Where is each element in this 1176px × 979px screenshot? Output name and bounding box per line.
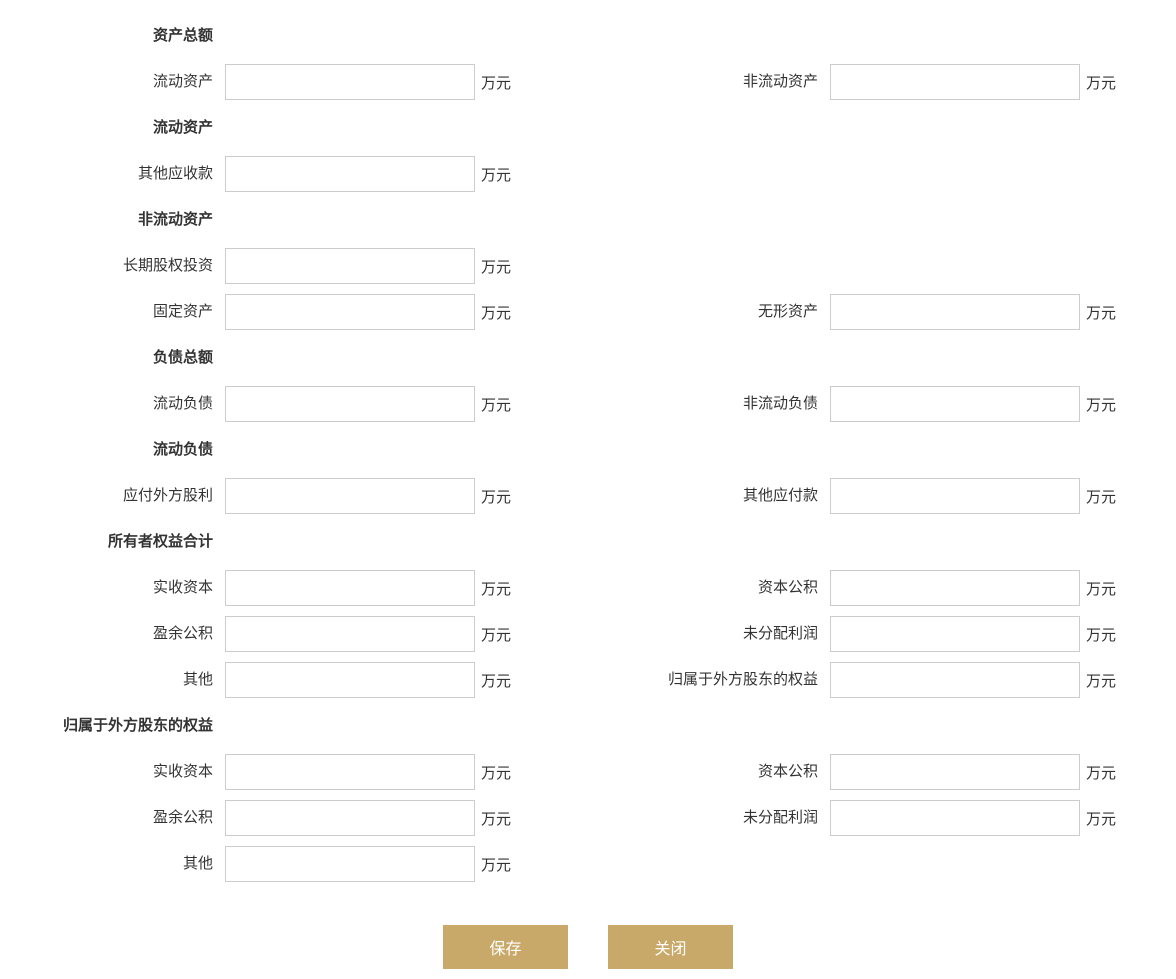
field-label: 盈余公积 xyxy=(0,624,225,644)
field-label: 实收资本 xyxy=(0,762,225,782)
field-label: 资本公积 xyxy=(605,762,830,782)
unit-label: 万元 xyxy=(1080,72,1125,93)
non-current-assets-input[interactable] xyxy=(830,64,1080,100)
header-label: 流动资产 xyxy=(0,118,225,138)
field-label: 其他应收款 xyxy=(0,164,225,184)
unit-label: 万元 xyxy=(475,578,520,599)
non-current-liabilities-input[interactable] xyxy=(830,386,1080,422)
save-button[interactable]: 保存 xyxy=(443,925,568,969)
field-label: 长期股权投资 xyxy=(0,256,225,276)
field-label: 资本公积 xyxy=(605,578,830,598)
field-label: 未分配利润 xyxy=(605,624,830,644)
header-label: 非流动资产 xyxy=(0,210,225,230)
foreign-shareholder-equity-input[interactable] xyxy=(830,662,1080,698)
intangible-assets-input[interactable] xyxy=(830,294,1080,330)
unit-label: 万元 xyxy=(475,394,520,415)
unit-label: 万元 xyxy=(475,670,520,691)
unit-label: 万元 xyxy=(475,854,520,875)
foreign-undistributed-profit-input[interactable] xyxy=(830,800,1080,836)
long-term-equity-input[interactable] xyxy=(225,248,475,284)
other-equity-input[interactable] xyxy=(225,662,475,698)
section-header-foreign-equity: 归属于外方股东的权益 xyxy=(0,705,1176,747)
unit-label: 万元 xyxy=(1080,670,1125,691)
field-label: 其他 xyxy=(0,670,225,690)
unit-label: 万元 xyxy=(475,256,520,277)
dividends-payable-input[interactable] xyxy=(225,478,475,514)
row-current-liabilities: 流动负债 万元 非流动负债 万元 xyxy=(0,383,1176,425)
unit-label: 万元 xyxy=(475,164,520,185)
row-paid-in-capital: 实收资本 万元 资本公积 万元 xyxy=(0,567,1176,609)
unit-label: 万元 xyxy=(1080,762,1125,783)
field-label: 未分配利润 xyxy=(605,808,830,828)
header-label: 流动负债 xyxy=(0,440,225,460)
header-label: 负债总额 xyxy=(0,348,225,368)
other-receivables-input[interactable] xyxy=(225,156,475,192)
row-foreign-surplus-reserve: 盈余公积 万元 未分配利润 万元 xyxy=(0,797,1176,839)
header-label: 所有者权益合计 xyxy=(0,532,225,552)
unit-label: 万元 xyxy=(1080,578,1125,599)
field-label: 流动资产 xyxy=(0,72,225,92)
row-dividends-payable: 应付外方股利 万元 其他应付款 万元 xyxy=(0,475,1176,517)
section-header-total-liabilities: 负债总额 xyxy=(0,337,1176,379)
field-label: 盈余公积 xyxy=(0,808,225,828)
field-label: 无形资产 xyxy=(605,302,830,322)
unit-label: 万元 xyxy=(475,72,520,93)
header-label: 资产总额 xyxy=(0,26,225,46)
field-label: 应付外方股利 xyxy=(0,486,225,506)
unit-label: 万元 xyxy=(475,808,520,829)
row-current-assets: 流动资产 万元 非流动资产 万元 xyxy=(0,61,1176,103)
field-label: 固定资产 xyxy=(0,302,225,322)
unit-label: 万元 xyxy=(1080,486,1125,507)
row-other-receivables: 其他应收款 万元 xyxy=(0,153,1176,195)
row-other-equity: 其他 万元 归属于外方股东的权益 万元 xyxy=(0,659,1176,701)
field-label: 流动负债 xyxy=(0,394,225,414)
paid-in-capital-input[interactable] xyxy=(225,570,475,606)
section-header-owners-equity: 所有者权益合计 xyxy=(0,521,1176,563)
unit-label: 万元 xyxy=(1080,624,1125,645)
unit-label: 万元 xyxy=(475,486,520,507)
row-fixed-assets: 固定资产 万元 无形资产 万元 xyxy=(0,291,1176,333)
surplus-reserve-input[interactable] xyxy=(225,616,475,652)
unit-label: 万元 xyxy=(1080,302,1125,323)
close-button[interactable]: 关闭 xyxy=(608,925,733,969)
unit-label: 万元 xyxy=(475,762,520,783)
foreign-paid-in-capital-input[interactable] xyxy=(225,754,475,790)
row-foreign-paid-in-capital: 实收资本 万元 资本公积 万元 xyxy=(0,751,1176,793)
section-header-current-liabilities: 流动负债 xyxy=(0,429,1176,471)
field-label: 其他应付款 xyxy=(605,486,830,506)
unit-label: 万元 xyxy=(475,624,520,645)
unit-label: 万元 xyxy=(475,302,520,323)
section-header-total-assets: 资产总额 xyxy=(0,15,1176,57)
fixed-assets-input[interactable] xyxy=(225,294,475,330)
row-foreign-other: 其他 万元 xyxy=(0,843,1176,885)
field-label: 归属于外方股东的权益 xyxy=(605,670,830,690)
other-payables-input[interactable] xyxy=(830,478,1080,514)
unit-label: 万元 xyxy=(1080,394,1125,415)
row-long-term-equity: 长期股权投资 万元 xyxy=(0,245,1176,287)
current-assets-input[interactable] xyxy=(225,64,475,100)
section-header-current-assets: 流动资产 xyxy=(0,107,1176,149)
foreign-capital-reserve-input[interactable] xyxy=(830,754,1080,790)
header-label: 归属于外方股东的权益 xyxy=(0,716,225,736)
section-header-non-current-assets: 非流动资产 xyxy=(0,199,1176,241)
undistributed-profit-input[interactable] xyxy=(830,616,1080,652)
field-label: 实收资本 xyxy=(0,578,225,598)
field-label: 非流动负债 xyxy=(605,394,830,414)
capital-reserve-input[interactable] xyxy=(830,570,1080,606)
field-label: 非流动资产 xyxy=(605,72,830,92)
button-row: 保存 关闭 xyxy=(0,925,1176,979)
foreign-other-input[interactable] xyxy=(225,846,475,882)
foreign-surplus-reserve-input[interactable] xyxy=(225,800,475,836)
row-surplus-reserve: 盈余公积 万元 未分配利润 万元 xyxy=(0,613,1176,655)
financial-form: 资产总额 流动资产 万元 非流动资产 万元 流动资产 其他应收款 万元 非流动资… xyxy=(0,0,1176,979)
unit-label: 万元 xyxy=(1080,808,1125,829)
current-liabilities-input[interactable] xyxy=(225,386,475,422)
field-label: 其他 xyxy=(0,854,225,874)
